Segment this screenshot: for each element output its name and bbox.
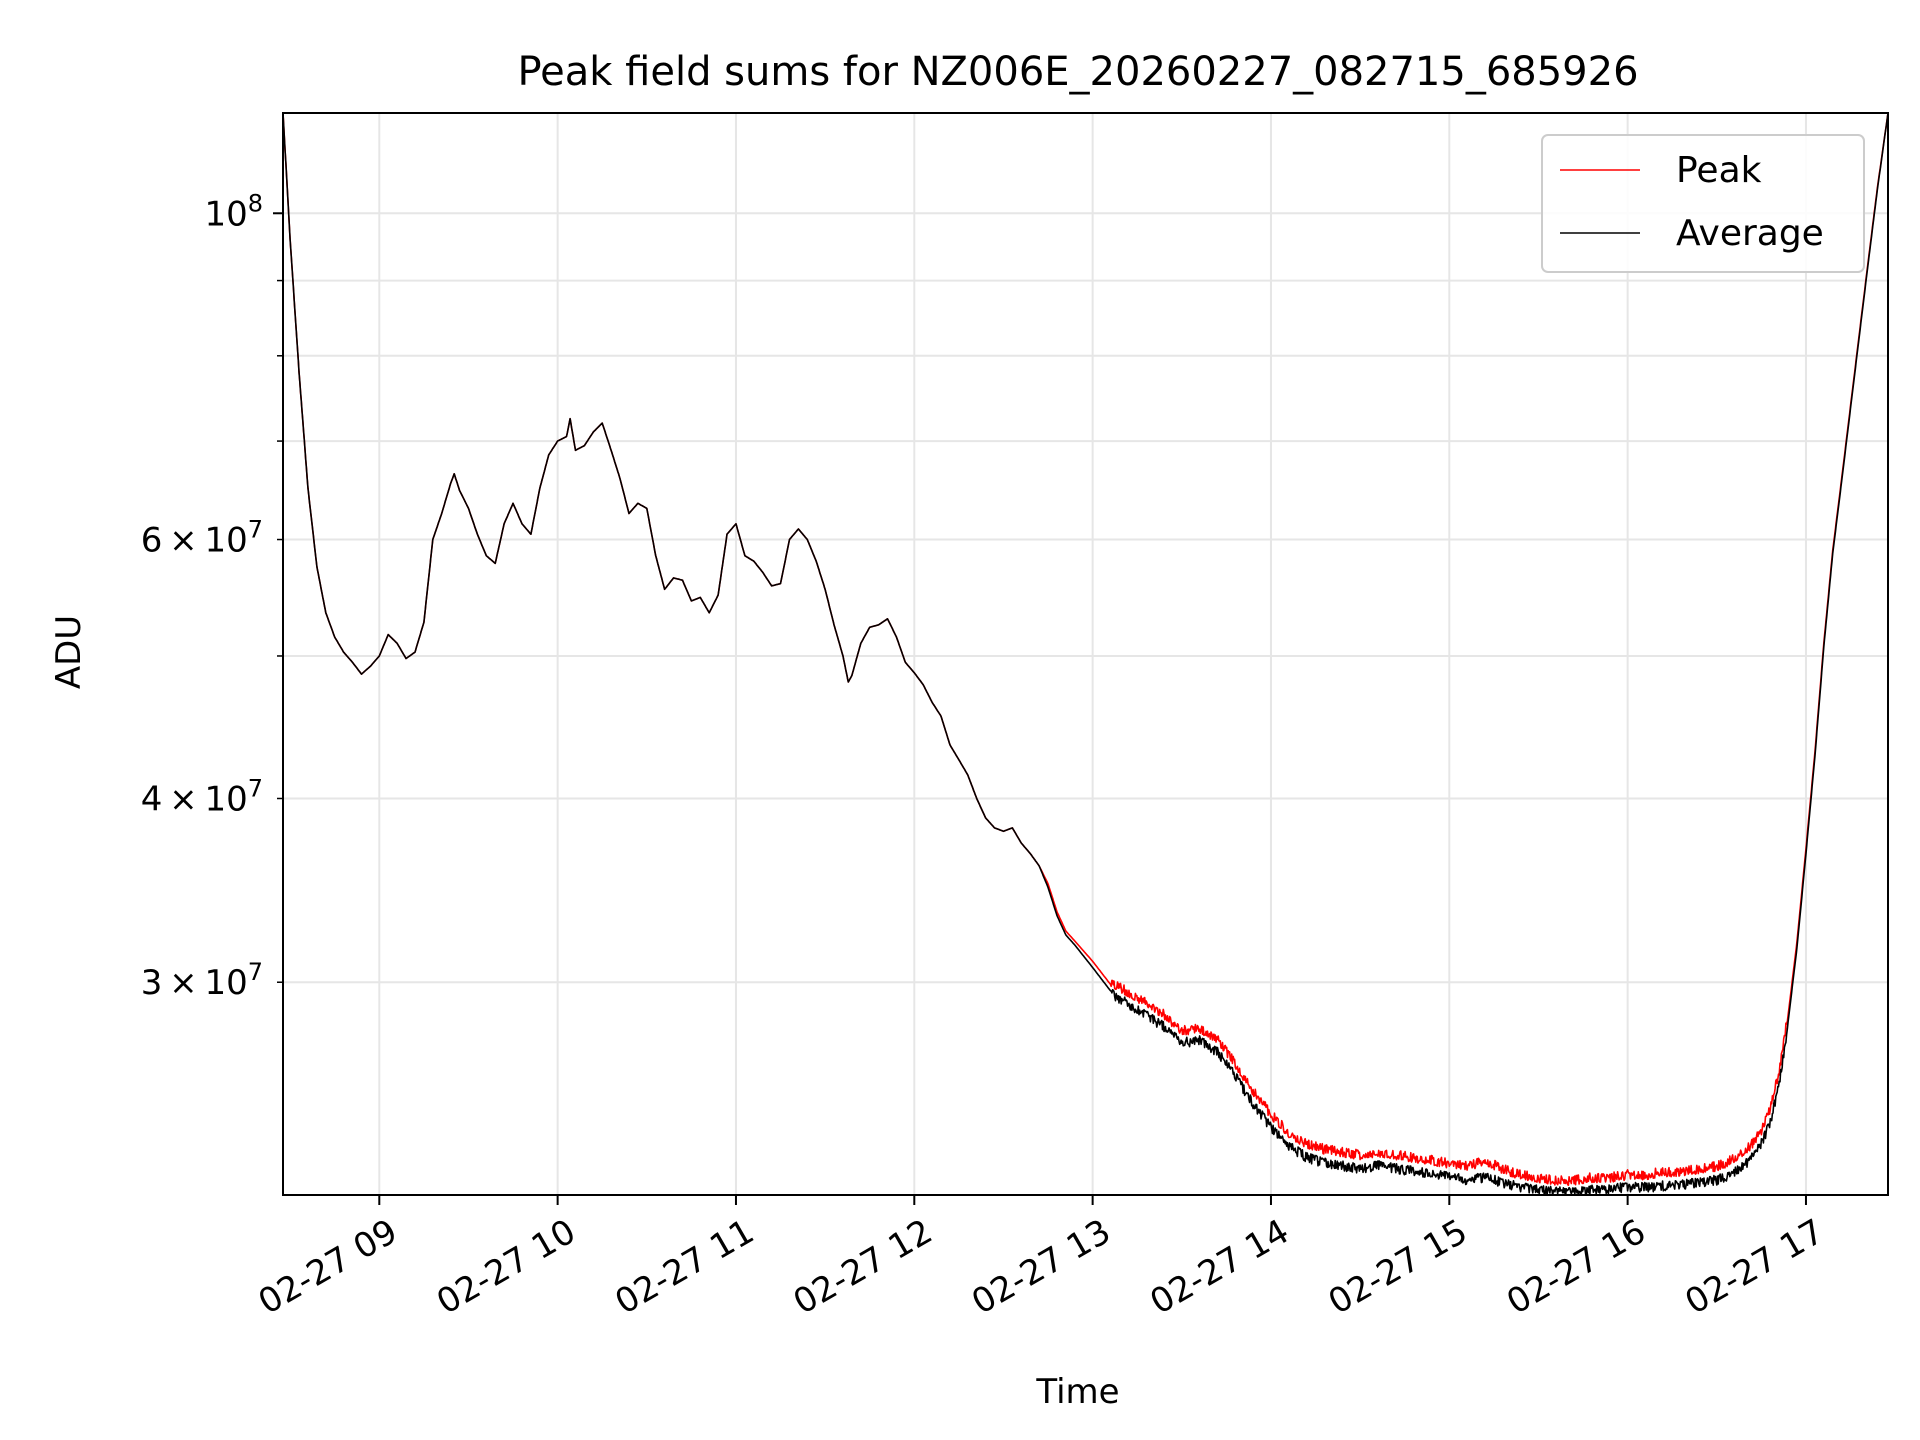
- x-axis-label: Time: [1035, 1372, 1119, 1412]
- legend: Peak Average: [1541, 134, 1865, 273]
- y-axis-label: ADU: [49, 615, 89, 689]
- y-tick-label: 6 × 107: [141, 516, 263, 561]
- legend-average-label: Average: [1676, 213, 1824, 254]
- chart-title: Peak field sums for NZ006E_20260227_0827…: [517, 49, 1638, 95]
- series-line-average: [283, 113, 1888, 1195]
- legend-peak-label: Peak: [1676, 150, 1762, 191]
- plot-frame: [282, 112, 1889, 1196]
- y-tick-label: 108: [204, 189, 263, 234]
- y-tick-label: 3 × 107: [141, 958, 263, 1003]
- series-layer: [283, 113, 1888, 1195]
- y-tick-label: 4 × 107: [141, 774, 263, 819]
